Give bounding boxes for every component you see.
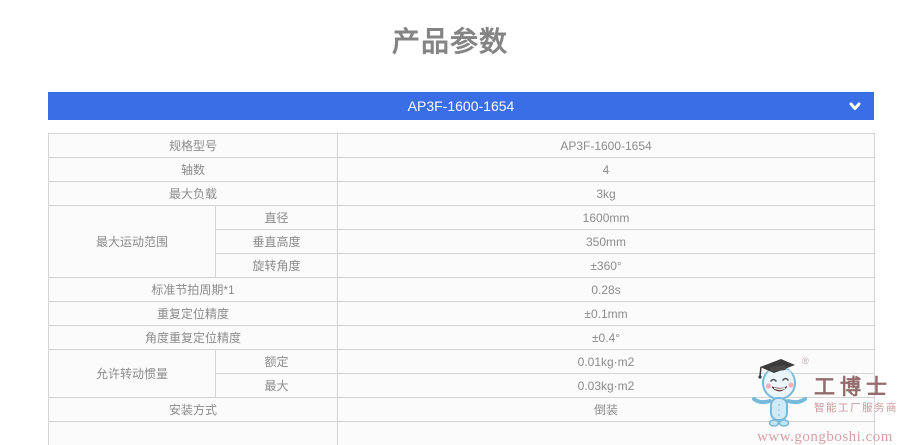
spec-sublabel: 直径 bbox=[214, 205, 339, 230]
spec-group-label: 允许转动惯量 bbox=[48, 349, 216, 398]
spec-label: 角度重复定位精度 bbox=[47, 325, 339, 350]
spec-value: 4 bbox=[337, 157, 876, 182]
spec-value: 倒装 bbox=[337, 397, 876, 422]
table-row: 重复定位精度 ±0.1mm bbox=[47, 301, 876, 326]
spec-sublabel: 最大 bbox=[214, 373, 339, 398]
model-dropdown-label: AP3F-1600-1654 bbox=[407, 98, 515, 114]
spec-table: 规格型号 AP3F-1600-1654 轴数 4 最大负载 3kg 最大运动范围… bbox=[47, 133, 876, 445]
spec-label: 安装方式 bbox=[47, 397, 339, 422]
table-row: 旋转角度 ±360° bbox=[49, 253, 876, 278]
spec-value: ±360° bbox=[337, 253, 876, 278]
spec-label: 最大负载 bbox=[47, 181, 339, 206]
spec-value: 0.01kg·m2 bbox=[337, 349, 876, 374]
spec-label: 轴数 bbox=[47, 157, 339, 182]
spec-label: 规格型号 bbox=[47, 133, 339, 158]
spec-value: ±0.1mm bbox=[337, 301, 876, 326]
spec-value: ±0.4° bbox=[337, 325, 876, 350]
spec-sublabel: 垂直高度 bbox=[214, 229, 339, 254]
spec-label-empty bbox=[47, 421, 339, 445]
spec-value-empty bbox=[337, 421, 876, 445]
table-row: 轴数 4 bbox=[47, 157, 876, 182]
spec-value: 3kg bbox=[337, 181, 876, 206]
table-row: 允许转动惯量 额定 0.01kg·m2 bbox=[48, 349, 876, 398]
chevron-down-icon bbox=[849, 102, 861, 110]
table-row: 安装方式 倒装 bbox=[47, 397, 876, 422]
table-row: 角度重复定位精度 ±0.4° bbox=[47, 325, 876, 350]
spec-sublabel: 额定 bbox=[214, 349, 339, 374]
table-row-partial bbox=[47, 421, 876, 445]
table-row: 最大负载 3kg bbox=[47, 181, 876, 206]
spec-group-label: 最大运动范围 bbox=[48, 205, 216, 278]
model-dropdown[interactable]: AP3F-1600-1654 bbox=[48, 92, 874, 120]
spec-value: AP3F-1600-1654 bbox=[337, 133, 876, 158]
page-title: 产品参数 bbox=[391, 26, 508, 57]
spec-label: 标准节拍周期*1 bbox=[47, 277, 339, 302]
spec-sublabel: 旋转角度 bbox=[214, 253, 339, 278]
table-row: 最大运动范围 直径 1600mm bbox=[48, 205, 876, 278]
spec-value: 350mm bbox=[337, 229, 876, 254]
spec-value: 0.28s bbox=[337, 277, 876, 302]
spec-value: 0.03kg·m2 bbox=[337, 373, 876, 398]
spec-label: 重复定位精度 bbox=[47, 301, 339, 326]
table-row: 规格型号 AP3F-1600-1654 bbox=[47, 133, 876, 158]
table-row: 标准节拍周期*1 0.28s bbox=[47, 277, 876, 302]
spec-value: 1600mm bbox=[337, 205, 876, 230]
